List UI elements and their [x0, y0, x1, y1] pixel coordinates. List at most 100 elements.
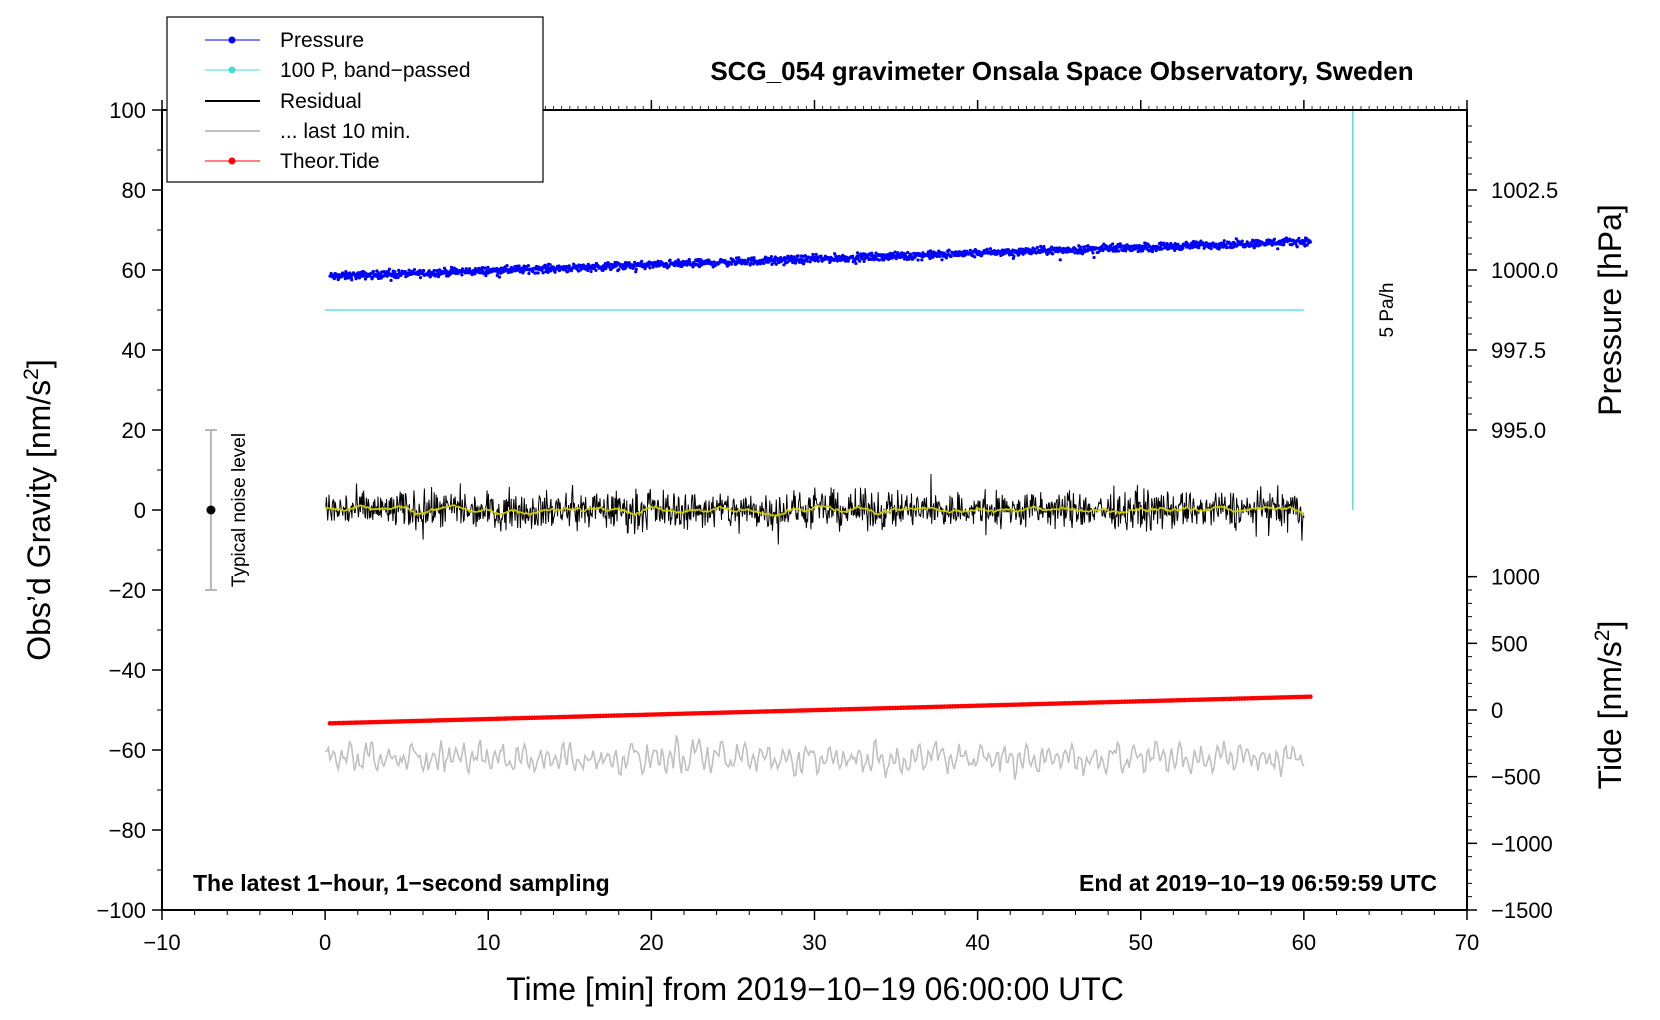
pressure-point [505, 264, 509, 268]
series-pressure [328, 236, 1312, 282]
pressure-point [436, 275, 441, 279]
pressure-tick-label: 1000.0 [1491, 258, 1558, 283]
pressure-point [874, 251, 878, 255]
pressure-point [814, 252, 818, 256]
pressure-point [1039, 244, 1043, 248]
tide-tick-label: −500 [1491, 765, 1541, 790]
x-tick-label: 30 [802, 930, 826, 955]
pressure-point [607, 262, 611, 266]
pressure-point [858, 259, 862, 263]
sampling-note: The latest 1−hour, 1−second sampling [193, 870, 610, 896]
legend-marker-bandpass [228, 66, 236, 74]
pressure-tick-label: 995.0 [1491, 418, 1546, 443]
pressure-point [640, 259, 644, 263]
y-tick-label: 20 [122, 418, 146, 443]
pressure-point [1090, 248, 1094, 252]
tide-tick-label: −1000 [1491, 831, 1553, 856]
pressure-point [617, 267, 621, 272]
legend-label-pressure: Pressure [280, 29, 364, 52]
pressure-point [634, 270, 638, 274]
data-layer [324, 110, 1354, 780]
pressure-point [382, 270, 386, 274]
tide-tick-label: −1500 [1491, 898, 1553, 923]
pressure-point [816, 259, 820, 263]
pressure-point [418, 276, 423, 280]
pressure-point [376, 270, 380, 274]
pressure-point [1181, 246, 1185, 250]
y-tick-label: 40 [122, 338, 146, 363]
pressure-point [973, 255, 977, 259]
pressure-point [743, 258, 747, 262]
pressure-point [589, 269, 593, 274]
pressure-point [581, 263, 586, 267]
pressure-point [1276, 247, 1280, 251]
pressure-point [1006, 248, 1011, 252]
series-residual-smoothed [324, 503, 1305, 518]
pressure-point [1076, 251, 1080, 255]
pressure-point [396, 275, 400, 280]
axes-layer: −10 0 10 20 30 40 50 60 70100806040200−20−40−60−… [96, 98, 1558, 955]
pressure-point [1042, 244, 1046, 249]
pressure-point [1114, 249, 1118, 253]
pressure-point [988, 247, 993, 251]
pressure-point [370, 275, 375, 280]
pressure-point [1252, 246, 1256, 250]
pressure-point [888, 251, 892, 255]
pressure-point [486, 265, 490, 269]
pressure-point [442, 266, 447, 270]
pressure-point [1082, 245, 1086, 249]
pressure-point [992, 249, 996, 253]
pressure-point [553, 270, 557, 274]
pressure-point [1290, 242, 1295, 246]
pressure-point [483, 266, 487, 270]
pressure-point [1295, 245, 1299, 249]
pressure-point [920, 258, 924, 262]
y-tick-label: −20 [109, 578, 146, 603]
pressure-point [985, 247, 989, 251]
pressure-point [654, 264, 659, 268]
noise-level-bar [204, 429, 217, 591]
legend-label-last10: ... last 10 min. [280, 120, 411, 143]
pressure-point [527, 271, 531, 276]
pressure-point [526, 263, 530, 268]
pressure-tick-label: 1002.5 [1491, 178, 1558, 203]
pressure-point [1086, 244, 1090, 248]
y-tick-label: −40 [109, 658, 146, 683]
legend-label-bandpass: 100 P, band−passed [280, 59, 471, 82]
pressure-point [648, 266, 652, 270]
pressure-point [567, 264, 571, 268]
pressure-point [432, 268, 436, 273]
pressure-point [1110, 242, 1115, 246]
pressure-point [805, 259, 810, 263]
pressure-point [668, 258, 672, 262]
x-tick-label: 60 [1292, 930, 1316, 955]
pressure-point [667, 264, 671, 269]
pressure-point [944, 256, 948, 260]
x-tick-label: 0 [319, 930, 331, 955]
pressure-point [1191, 245, 1195, 250]
y-tick-label: −100 [96, 898, 146, 923]
y-tick-label: 0 [134, 498, 146, 523]
pressure-point [893, 250, 897, 254]
pressure-point [938, 254, 942, 258]
pressure-point [1169, 241, 1173, 246]
pressure-point [1051, 252, 1055, 256]
tide-tick-label: 1000 [1491, 565, 1540, 590]
pressure-point [1222, 239, 1226, 243]
pressure-point [1092, 255, 1096, 260]
x-axis-label: Time [min] from 2019−10−19 06:00:00 UTC [506, 971, 1124, 1007]
pressure-point [594, 268, 598, 272]
pressure-tick-label: 997.5 [1491, 338, 1546, 363]
pressure-point [418, 268, 422, 273]
x-tick-label: −10 [143, 930, 180, 955]
pressure-point [1240, 239, 1244, 243]
end-time-note: End at 2019−10−19 06:59:59 UTC [1079, 870, 1437, 896]
pressure-point [467, 267, 472, 271]
pressure-point [389, 278, 393, 282]
pressure-point [361, 274, 365, 278]
pressure-point [1160, 247, 1164, 251]
pressure-point [422, 269, 426, 273]
pressure-point [1197, 246, 1201, 250]
pressure-point [397, 268, 401, 272]
pressure-point [1225, 245, 1229, 250]
